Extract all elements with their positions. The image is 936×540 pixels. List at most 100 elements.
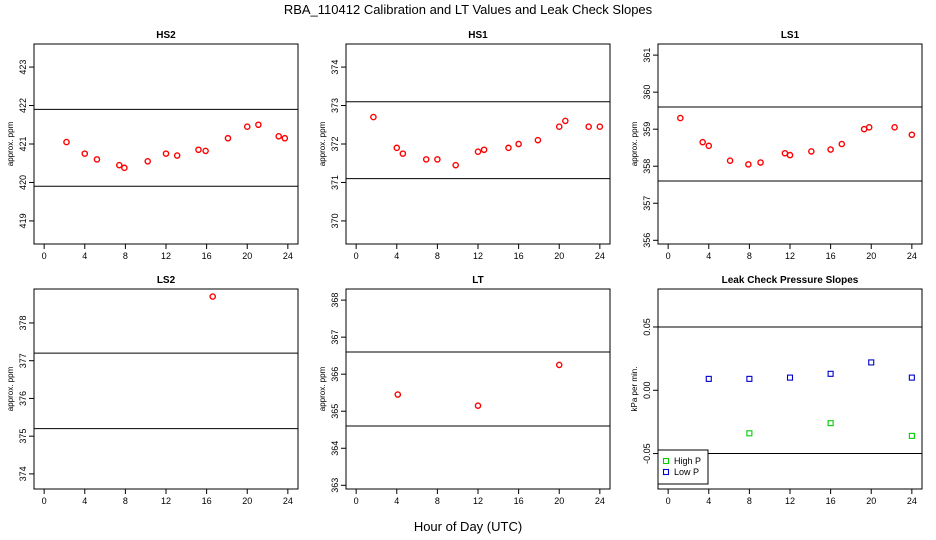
- data-point: [891, 124, 898, 131]
- panel-title: HS2: [156, 30, 176, 41]
- panel-title: LS2: [157, 275, 176, 286]
- data-point-low-p: [827, 370, 834, 377]
- x-tick-label: 16: [514, 496, 524, 506]
- x-tick-label: 12: [161, 251, 171, 261]
- x-tick-label: 4: [82, 251, 87, 261]
- x-tick-label: 0: [666, 496, 671, 506]
- y-tick-label: 419: [18, 213, 28, 228]
- legend-label: High P: [674, 456, 701, 466]
- y-tick-label: 376: [18, 391, 28, 406]
- x-tick-label: 24: [283, 251, 293, 261]
- x-tick-label: 4: [394, 496, 399, 506]
- y-tick-label: 373: [330, 98, 340, 113]
- x-tick-label: 8: [747, 496, 752, 506]
- panel-title: LT: [472, 275, 483, 286]
- y-tick-label: 420: [18, 175, 28, 190]
- data-point: [224, 134, 232, 142]
- data-point: [202, 147, 209, 155]
- y-tick-label: 363: [330, 478, 340, 493]
- x-tick-label: 24: [907, 496, 917, 506]
- x-tick-label: 8: [747, 251, 752, 261]
- legend-marker: [662, 468, 670, 476]
- data-point: [162, 150, 170, 157]
- data-point: [93, 156, 101, 163]
- y-tick-label: 364: [330, 441, 340, 456]
- x-tick-label: 16: [826, 251, 836, 261]
- data-point: [281, 134, 289, 142]
- x-tick-label: 12: [785, 496, 795, 506]
- y-axis-label: approx. ppm: [6, 366, 15, 411]
- x-tick-label: 4: [82, 496, 87, 506]
- data-point: [434, 156, 441, 163]
- panel-4: LT 0 4 8 12 16 20 24 363 364 365 366 367 368 approx. p…: [318, 275, 611, 506]
- data-point: [757, 159, 764, 166]
- x-tick-label: 16: [202, 251, 212, 261]
- data-point: [786, 151, 794, 159]
- x-tick-label: 20: [866, 251, 876, 261]
- x-tick-label: 12: [785, 251, 795, 261]
- x-tick-label: 20: [242, 251, 252, 261]
- plot-frame: [33, 288, 299, 490]
- panel-title: LS1: [781, 30, 800, 41]
- data-point: [209, 293, 217, 300]
- data-point-high-p: [746, 430, 753, 437]
- x-tick-label: 20: [554, 251, 564, 261]
- data-point: [63, 138, 70, 146]
- data-point: [585, 123, 592, 130]
- x-tick-label: 12: [161, 496, 171, 506]
- x-tick-label: 24: [907, 251, 917, 261]
- x-tick-label: 16: [826, 496, 836, 506]
- y-tick-label: 375: [18, 429, 28, 444]
- data-point: [677, 114, 684, 122]
- data-point: [81, 150, 89, 157]
- data-point: [827, 146, 834, 153]
- plot-frame: [657, 43, 923, 245]
- x-tick-label: 20: [866, 496, 876, 506]
- data-point: [908, 131, 916, 139]
- y-tick-label: 377: [18, 353, 28, 368]
- x-tick-label: 20: [242, 496, 252, 506]
- data-point: [505, 144, 512, 152]
- x-tick-label: 24: [595, 496, 605, 506]
- x-tick-label: 0: [354, 251, 359, 261]
- data-point: [399, 150, 407, 157]
- data-point: [255, 121, 262, 129]
- panel-title: Leak Check Pressure Slopes: [722, 275, 859, 286]
- data-point: [422, 156, 430, 163]
- x-tick-label: 8: [435, 251, 440, 261]
- y-tick-label: 360: [642, 85, 652, 100]
- x-tick-label: 8: [435, 496, 440, 506]
- x-tick-label: 24: [283, 496, 293, 506]
- data-point: [480, 146, 488, 154]
- panel-0: HS2 0 4 8 12 16 20 24 419 420 421 422 423 approx. ppm: [6, 30, 299, 261]
- x-tick-label: 0: [666, 251, 671, 261]
- data-point: [173, 152, 181, 159]
- y-tick-label: 358: [642, 159, 652, 174]
- data-point: [474, 148, 482, 155]
- data-point-high-p: [908, 432, 915, 439]
- data-point: [726, 157, 734, 164]
- data-point: [808, 148, 815, 155]
- y-tick-label: 365: [330, 404, 340, 419]
- x-tick-label: 12: [473, 251, 483, 261]
- data-point: [555, 123, 563, 130]
- y-tick-label: 372: [330, 136, 340, 151]
- data-point: [452, 161, 459, 169]
- data-point-low-p: [868, 359, 875, 366]
- panel-2: LS1 0 4 8 12 16 20 24 356 357 358 359 360 361 approx. …: [630, 30, 923, 261]
- x-tick-label: 24: [595, 251, 605, 261]
- y-tick-label: 422: [18, 98, 28, 113]
- plot-frame: [345, 43, 611, 245]
- data-point: [699, 138, 706, 146]
- y-axis-label: approx. ppm: [6, 121, 15, 166]
- y-tick-label: 0.05: [642, 318, 652, 336]
- data-point: [562, 117, 569, 125]
- x-tick-label: 4: [706, 496, 711, 506]
- panel-3: LS2 0 4 8 12 16 20 24 374 375 376 377 378 approx. ppm: [6, 275, 299, 506]
- data-point: [115, 161, 123, 169]
- x-tick-label: 8: [123, 251, 128, 261]
- data-point-low-p: [746, 375, 753, 382]
- y-tick-label: 370: [330, 213, 340, 228]
- y-axis-label: kPa per min.: [630, 367, 639, 412]
- data-point: [515, 140, 522, 148]
